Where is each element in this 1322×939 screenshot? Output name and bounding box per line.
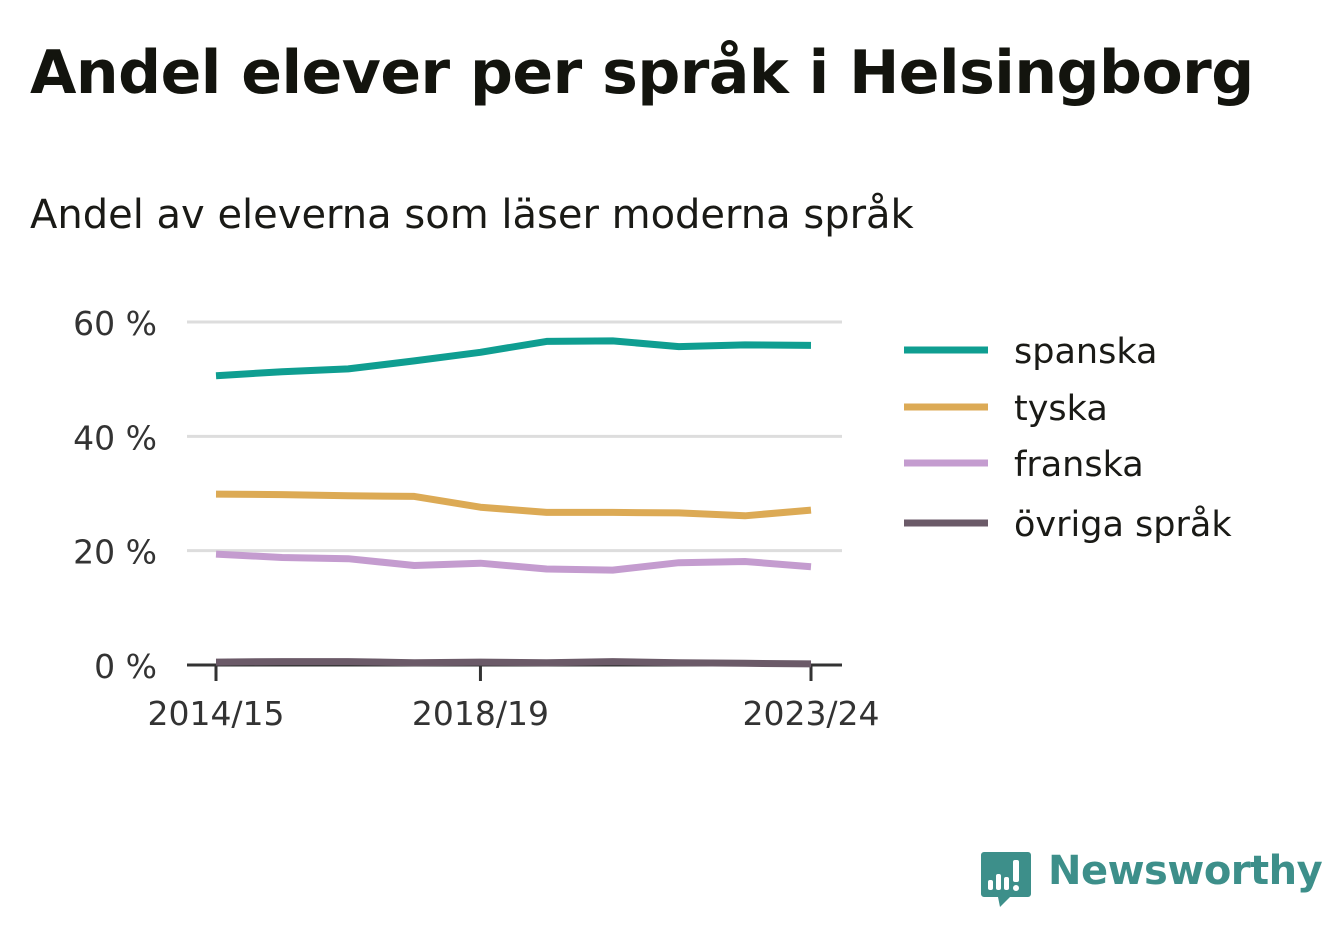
y-tick-label: 40 % [73, 418, 157, 457]
y-tick-label: 60 % [73, 304, 157, 343]
y-tick-label: 20 % [73, 533, 157, 572]
y-tick-label: 0 % [94, 647, 157, 686]
brand-name: Newsworthy [1048, 848, 1322, 894]
y-axis-ticks: 0 % 20 % 40 % 60 % [73, 304, 157, 686]
series-line-övriga-språk [215, 658, 812, 668]
series-line-spanska [215, 337, 812, 380]
series-line-tyska [215, 490, 812, 520]
x-tick-label: 2023/24 [742, 694, 879, 733]
series-lines [215, 337, 812, 668]
page-title: Andel elever per språk i Helsingborg [30, 38, 1254, 108]
newsworthy-logo-icon [981, 852, 1031, 907]
legend-label: övriga språk [1014, 504, 1232, 545]
chart-subtitle: Andel av eleverna som läser moderna språ… [30, 192, 914, 238]
legend-label: tyska [1014, 389, 1108, 429]
series-line-franska [215, 550, 812, 574]
x-tick-label: 2018/19 [412, 694, 549, 733]
grid-lines [187, 320, 842, 553]
legend-label: franska [1014, 445, 1144, 485]
x-tick-label: 2014/15 [147, 694, 284, 733]
x-axis-ticks: 2014/15 2018/19 2023/24 [147, 665, 880, 733]
legend-label: spanska [1014, 332, 1157, 372]
legend: spanska tyska franska övriga språk [904, 332, 1232, 545]
